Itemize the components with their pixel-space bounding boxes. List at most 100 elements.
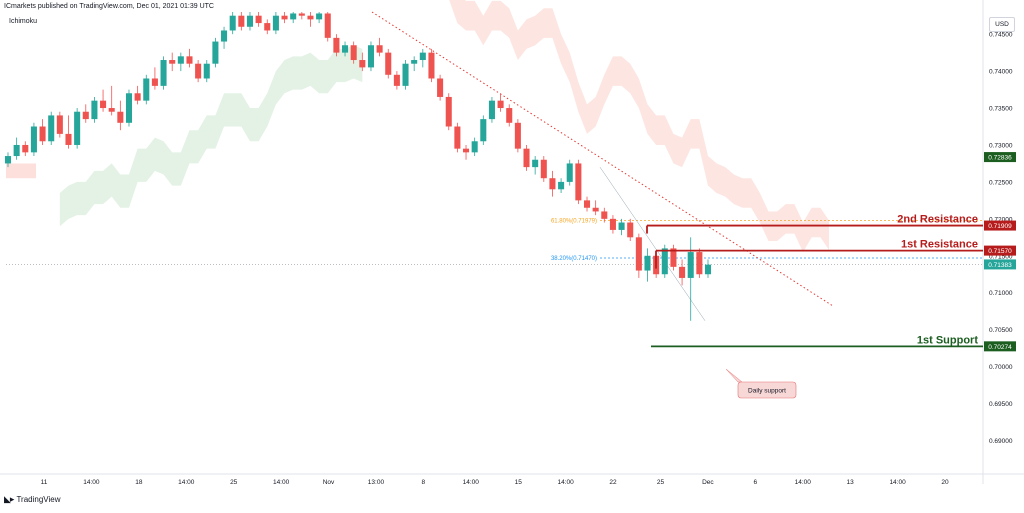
- candle: [514, 119, 521, 153]
- candle-body: [22, 144, 29, 153]
- candle: [272, 12, 279, 35]
- candle-body: [324, 13, 331, 38]
- y-tick-label: 0.71500: [989, 253, 1013, 260]
- candle-body: [108, 108, 115, 112]
- x-tick-label: Dec: [702, 479, 714, 486]
- candle: [428, 48, 435, 83]
- y-tick-label: 0.73000: [989, 142, 1013, 149]
- y-tick-label: 0.69000: [989, 438, 1013, 445]
- y-tick-label: 0.74500: [989, 32, 1013, 39]
- x-tick-label: 14:00: [273, 479, 290, 486]
- y-tick-label: 0.74000: [989, 69, 1013, 76]
- candle: [592, 200, 599, 216]
- price-tag: [984, 220, 1016, 231]
- candle-body: [30, 126, 37, 153]
- candle-body: [583, 200, 591, 208]
- candle-body: [497, 100, 504, 109]
- candle-body: [350, 45, 357, 61]
- candle-body: [558, 181, 565, 190]
- annotation-text: Daily support: [748, 388, 786, 395]
- candle: [437, 74, 444, 101]
- x-tick-label: 13: [847, 479, 855, 486]
- candle-body: [229, 15, 236, 31]
- candle: [229, 12, 236, 35]
- candle-body: [238, 15, 245, 27]
- candle: [488, 96, 495, 123]
- candle: [679, 259, 686, 286]
- candle: [419, 48, 426, 68]
- y-tick-label: 0.72000: [989, 216, 1013, 223]
- candle-body: [117, 111, 124, 123]
- candle: [195, 60, 202, 83]
- candle-body: [514, 122, 521, 149]
- publisher-line: ICmarkets published on TradingView.com, …: [4, 3, 214, 10]
- candle-body: [480, 119, 487, 142]
- candle: [497, 93, 504, 112]
- candle-body: [471, 141, 478, 153]
- x-tick-label: 14:00: [557, 479, 574, 486]
- tradingview-logo-text: TradingView: [16, 495, 61, 504]
- candle-body: [255, 15, 262, 24]
- annotation-pointer: [725, 368, 743, 383]
- candle-body: [704, 264, 712, 275]
- candle: [532, 156, 539, 175]
- x-tick-label: 14:00: [889, 479, 906, 486]
- candle: [549, 170, 556, 197]
- y-tick-label: 0.70000: [989, 364, 1013, 371]
- channel-line: [599, 166, 706, 321]
- candle-body: [385, 52, 392, 75]
- price-tag-label: 0.71909: [988, 223, 1012, 230]
- candle-body: [169, 60, 176, 64]
- annotation-box: [737, 381, 797, 399]
- candle: [609, 215, 616, 234]
- candle-body: [56, 115, 63, 134]
- candle: [108, 85, 115, 116]
- candle-body: [618, 222, 625, 230]
- candle-body: [264, 23, 271, 31]
- candle: [480, 115, 487, 145]
- candle-body: [411, 60, 418, 64]
- candle: [281, 12, 288, 24]
- candle-body: [221, 30, 228, 42]
- candle: [100, 89, 107, 112]
- candle-body: [316, 13, 323, 20]
- x-tick-label: 11: [41, 479, 48, 486]
- candle-body: [4, 156, 12, 164]
- candle: [342, 41, 349, 57]
- indicator-label[interactable]: Ichimoku: [9, 18, 38, 25]
- candle-body: [393, 74, 400, 86]
- highlight-price-tag-label: 0.72836: [988, 155, 1012, 162]
- currency-button[interactable]: USD: [989, 17, 1015, 32]
- candle-body: [670, 248, 677, 267]
- candle-body: [437, 78, 444, 97]
- candle-body: [13, 144, 20, 157]
- candle: [91, 96, 98, 123]
- candle: [367, 41, 374, 72]
- last-price-tag: [984, 259, 1016, 270]
- candle-body: [82, 111, 89, 120]
- candle: [203, 60, 210, 83]
- candle-body: [627, 222, 634, 238]
- candle: [445, 93, 452, 131]
- tradingview-logo[interactable]: ◣▸ TradingView: [4, 494, 60, 505]
- x-tick-label: 25: [657, 479, 665, 486]
- candle: [575, 159, 582, 205]
- candle: [65, 115, 72, 149]
- candle-body: [151, 78, 158, 86]
- candle-body: [333, 37, 340, 53]
- candle-body: [307, 15, 314, 20]
- ichimoku-cloud-bearish: [449, 0, 829, 253]
- candle-body: [454, 126, 461, 149]
- x-tick-label: 18: [135, 479, 143, 486]
- candle: [350, 41, 357, 64]
- candle: [74, 108, 81, 149]
- price-tag-label: 0.71570: [988, 248, 1012, 255]
- candle-body: [523, 148, 530, 168]
- ichimoku-cloud-left-edge: [6, 163, 36, 179]
- candle-body: [566, 163, 573, 182]
- candle-body: [644, 255, 651, 271]
- candle: [151, 67, 158, 90]
- candle: [471, 137, 478, 157]
- candle: [540, 156, 547, 182]
